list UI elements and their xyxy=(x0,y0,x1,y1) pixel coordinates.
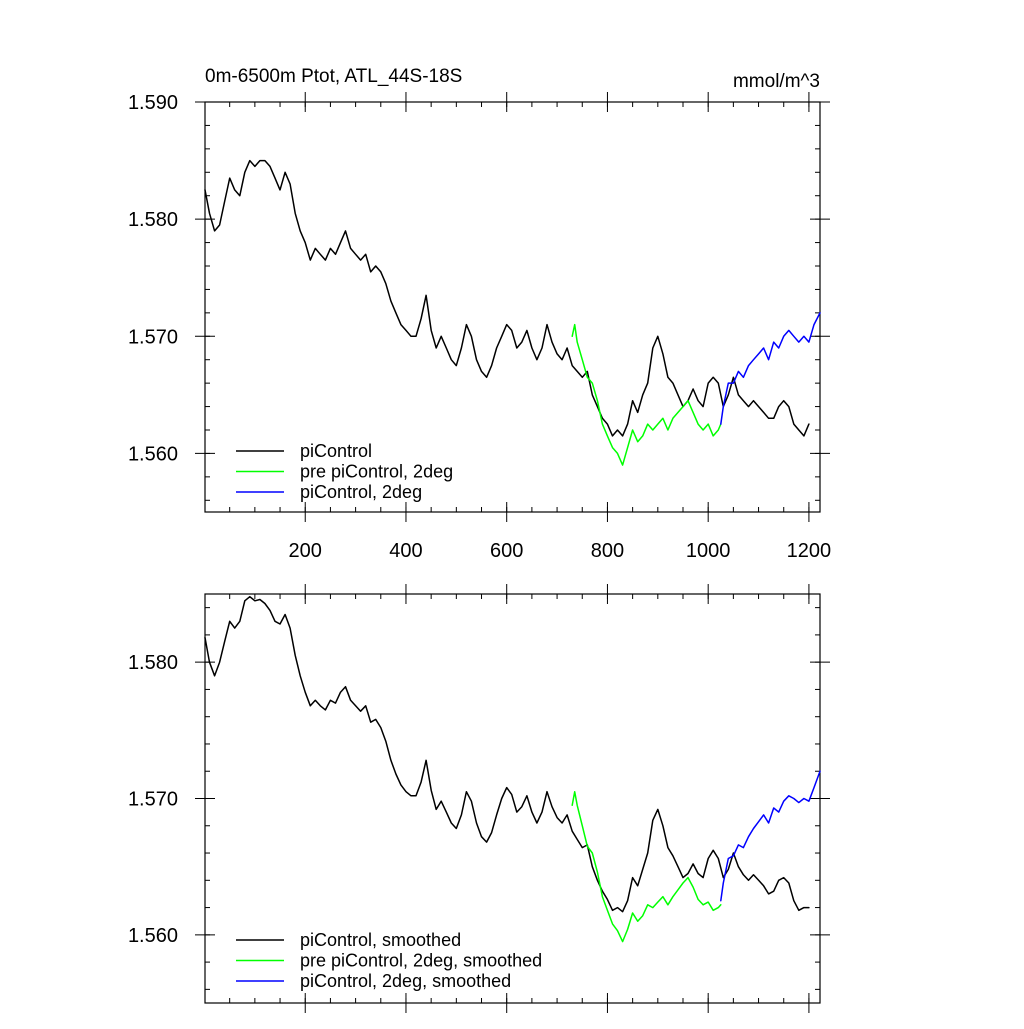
x-tick-label: 1000 xyxy=(686,540,731,562)
y-tick-label: 1.570 xyxy=(128,326,178,348)
series-line-picontrol-2deg-smoothed xyxy=(720,770,821,902)
plot-frame xyxy=(204,101,821,513)
legend-label: pre piControl, 2deg xyxy=(300,462,453,482)
x-tick-label: 400 xyxy=(389,540,422,562)
y-tick-label: 1.570 xyxy=(128,789,178,811)
legend-label: piControl, 2deg, smoothed xyxy=(300,971,511,991)
legend-label: piControl xyxy=(300,441,372,461)
legend-label: pre piControl, 2deg, smoothed xyxy=(300,951,542,971)
x-tick-label: 200 xyxy=(289,540,322,562)
series-line-pre-picontrol-2deg-smoothed xyxy=(571,790,722,943)
x-tick-label: 600 xyxy=(490,540,523,562)
y-tick-label: 1.560 xyxy=(128,443,178,465)
series-line-pre-picontrol-2deg xyxy=(571,323,722,466)
legend-label: piControl, 2deg xyxy=(300,482,422,502)
series-line-picontrol xyxy=(204,159,810,437)
y-tick-label: 1.560 xyxy=(128,925,178,947)
chart-title: 0m-6500m Ptot, ATL_44S-18S xyxy=(205,66,462,87)
x-tick-label: 800 xyxy=(591,540,624,562)
panel-top: 1.560 1.570 1.580 1.590 200 400 600 800 1000 1200… xyxy=(128,66,831,562)
legend-label: piControl, smoothed xyxy=(300,930,461,950)
x-tick-label: 1200 xyxy=(787,540,832,562)
y-tick-label: 1.580 xyxy=(128,652,178,674)
y-tick-label: 1.590 xyxy=(128,92,178,114)
series-line-picontrol-2deg xyxy=(720,312,821,425)
y-tick-label: 1.580 xyxy=(128,209,178,231)
series-line-picontrol-smoothed xyxy=(204,595,810,913)
units-label: mmol/m^3 xyxy=(733,71,820,92)
